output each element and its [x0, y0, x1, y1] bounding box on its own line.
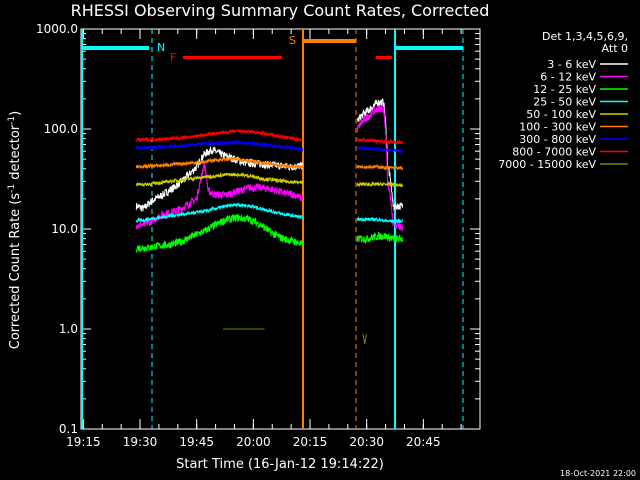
series-line: [356, 145, 403, 154]
flag-label-f: F: [170, 51, 176, 64]
x-axis-label: Start Time (16-Jan-12 19:14:22): [176, 457, 384, 472]
x-axis: 19:15 19:30 19:45 20:00 20:15 20:30 20:45: [66, 29, 462, 449]
legend-label: 800 - 7000 keV: [512, 146, 596, 159]
legend-label: 100 - 300 keV: [519, 121, 596, 134]
legend-label: 3 - 6 keV: [547, 58, 596, 71]
legend-header-detectors: Det 1,3,4,5,6,9,: [542, 30, 628, 43]
flag-bar-n-left: [81, 46, 149, 50]
y-axis: 0.1 1.0 10.0 100.0 1000.0: [36, 22, 480, 436]
x-tick-label: 19:15: [66, 435, 101, 449]
series-line: [135, 202, 303, 224]
series-lines: [135, 97, 404, 345]
legend-header-attenuator: Att 0: [602, 42, 628, 55]
flag-bar-f: [183, 56, 282, 59]
x-tick-label: 20:30: [349, 435, 384, 449]
chart-title: RHESSI Observing Summary Count Rates, Co…: [71, 1, 490, 20]
series-line: [356, 215, 404, 225]
legend-label: 6 - 12 keV: [540, 71, 596, 84]
series-line: [135, 145, 303, 212]
series-line: [135, 213, 303, 253]
y-tick-label: 1000.0: [36, 22, 78, 36]
flag-label-n: N: [157, 41, 165, 54]
y-tick-label: 1.0: [59, 322, 78, 336]
series-line: [356, 136, 404, 145]
y-tick-label: 10.0: [51, 222, 78, 236]
plot-frame: [80, 28, 481, 430]
y-tick-label: 100.0: [44, 122, 78, 136]
series-line: [356, 104, 404, 231]
x-tick-label: 19:30: [123, 435, 158, 449]
series-line: [356, 181, 404, 188]
x-tick-label: 20:15: [293, 435, 328, 449]
flag-label-s: S: [289, 34, 296, 47]
flag-bar-s: [303, 39, 356, 43]
legend-label: 7000 - 15000 keV: [498, 158, 596, 171]
legend-label: 25 - 50 keV: [533, 96, 596, 109]
x-tick-label: 19:45: [179, 435, 214, 449]
y-tick-label: 0.1: [59, 422, 78, 436]
flag-overlay: N F S: [81, 29, 464, 429]
series-line: [135, 128, 303, 143]
x-tick-label: 20:45: [406, 435, 441, 449]
flag-bar-f-second: [376, 56, 392, 59]
series-line: [135, 156, 303, 170]
legend-label: 12 - 25 keV: [533, 83, 596, 96]
series-line: [135, 161, 303, 230]
legend-label: 50 - 100 keV: [526, 108, 596, 121]
x-tick-label: 20:00: [236, 435, 271, 449]
flag-bar-n-right: [396, 46, 463, 50]
series-line: [356, 231, 404, 245]
series-line: [136, 171, 303, 188]
series-line: [362, 333, 367, 345]
timestamp: 18-Oct-2021 22:00: [560, 469, 636, 478]
legend-label: 300 - 800 keV: [519, 133, 596, 146]
series-line: [356, 97, 404, 212]
y-axis-label: Corrected Count Rate (s-1 detector-1): [7, 111, 23, 349]
series-line: [356, 163, 404, 172]
series-line: [135, 139, 303, 152]
